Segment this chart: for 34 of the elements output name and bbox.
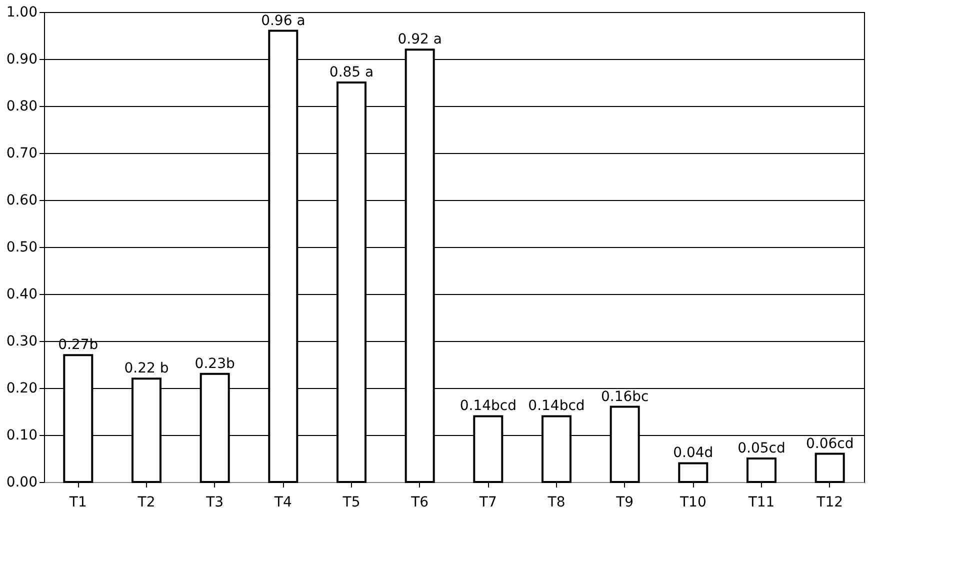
data-label: 0.06cd xyxy=(806,436,854,452)
x-tick-label: T9 xyxy=(615,494,634,510)
data-label: 0.04d xyxy=(673,445,714,462)
x-tick-label: T5 xyxy=(342,494,360,510)
y-tick-label: 0.20 xyxy=(6,380,38,396)
y-tick-label: 0.60 xyxy=(6,192,38,208)
y-tick-label: 0.40 xyxy=(6,286,38,302)
x-tick-label: T8 xyxy=(546,494,566,510)
y-tick-label: 0.50 xyxy=(6,240,38,256)
data-label: 0.16bc xyxy=(600,388,649,405)
data-label: 0.96 a xyxy=(261,12,306,29)
data-label: 0.05cd xyxy=(738,440,786,456)
data-label: 0.23b xyxy=(194,356,235,372)
data-label: 0.92 a xyxy=(398,32,442,48)
y-tick-label: 0.80 xyxy=(6,98,38,114)
x-tick-label: T1 xyxy=(68,494,87,510)
x-tick-label: T3 xyxy=(205,494,224,510)
x-tick-label: T6 xyxy=(410,494,429,510)
data-label: 0.14bcd xyxy=(528,398,585,414)
y-tick-label: 1.00 xyxy=(6,4,38,20)
y-tick-label: 0.10 xyxy=(6,428,38,444)
y-tick-label: 0.90 xyxy=(6,52,38,68)
y-tick-label: 0.70 xyxy=(6,146,38,162)
x-tick-label: T4 xyxy=(273,494,292,510)
x-tick-label: T7 xyxy=(478,494,497,510)
data-label: 0.22 b xyxy=(124,360,169,377)
x-tick-label: T12 xyxy=(816,494,844,510)
x-tick-label: T11 xyxy=(747,494,775,510)
x-tick-label: T2 xyxy=(136,494,156,510)
data-label: 0.14bcd xyxy=(460,398,516,414)
x-tick-label: T10 xyxy=(678,494,706,510)
y-tick-label: 0.30 xyxy=(6,334,38,350)
y-tick-label: 0.00 xyxy=(6,474,38,490)
data-label: 0.85 a xyxy=(329,64,374,80)
